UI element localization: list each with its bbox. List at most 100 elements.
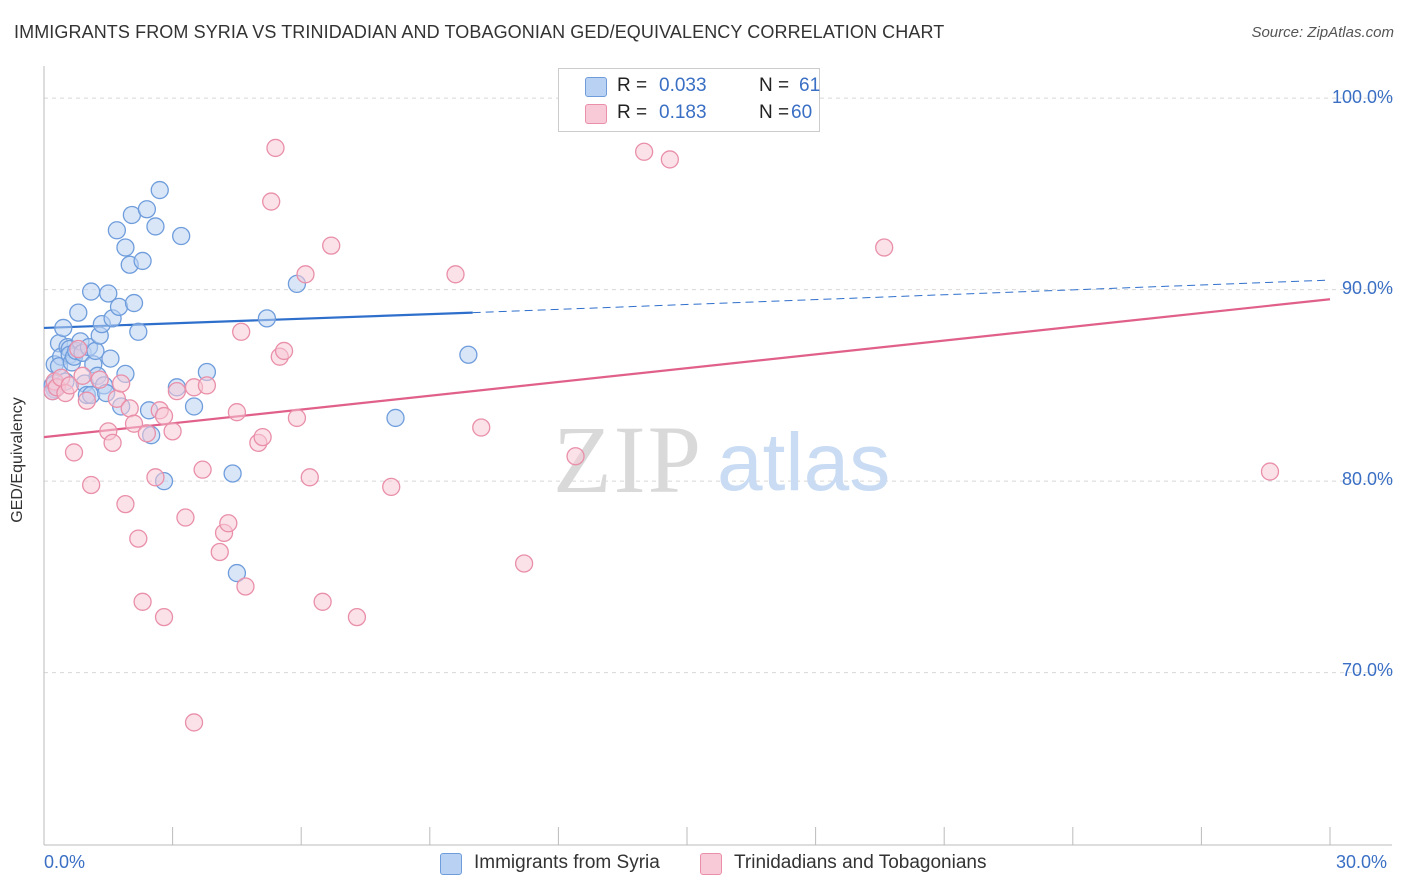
point-trinidad: [347, 607, 367, 627]
y-tick-label: 90.0%: [1341, 278, 1393, 298]
source-label: Source: ZipAtlas.com: [1251, 24, 1394, 41]
point-syria: [54, 318, 73, 338]
point-trinidad: [472, 418, 491, 437]
point-trinidad: [120, 399, 139, 418]
y-tick-label: 70.0%: [1341, 660, 1393, 680]
point-trinidad: [322, 236, 341, 255]
chart-title: IMMIGRANTS FROM SYRIA VS TRINIDADIAN AND…: [14, 22, 945, 42]
x-tick-label-max: 30.0%: [1336, 852, 1388, 872]
point-trinidad: [313, 592, 332, 611]
trend-line-trinidad: [43, 298, 1331, 439]
legend-r-value: 0.183: [659, 102, 707, 123]
legend-r-label: R =: [617, 102, 648, 123]
point-syria: [129, 322, 148, 341]
point-trinidad: [69, 339, 88, 359]
legend-n-label: N =: [759, 102, 790, 123]
point-trinidad: [73, 366, 92, 385]
point-trinidad: [660, 150, 680, 169]
stats-legend: R = 0.033 N = 61 R = 0.183 N = 60: [558, 68, 820, 132]
point-trinidad: [154, 607, 174, 627]
point-syria: [172, 226, 191, 246]
point-syria: [101, 349, 120, 368]
point-trinidad: [236, 577, 255, 596]
legend-n-value: 61: [799, 75, 821, 96]
point-trinidad: [82, 475, 101, 495]
point-trinidad: [133, 592, 152, 611]
point-syria: [82, 282, 101, 301]
point-trinidad: [167, 381, 187, 401]
point-syria: [257, 309, 277, 328]
point-trinidad: [116, 494, 135, 514]
point-syria: [184, 397, 204, 416]
x-tick-label-min: 0.0%: [44, 852, 86, 872]
point-trinidad: [124, 414, 144, 433]
point-syria: [124, 293, 144, 313]
point-trinidad: [154, 406, 174, 426]
bottom-legend-label-trinidad: Trinidadians and Tobagonians: [734, 852, 987, 873]
point-trinidad: [176, 508, 195, 527]
point-syria: [137, 200, 157, 219]
point-syria: [227, 563, 247, 583]
point-syria: [107, 221, 127, 240]
bottom-legend-swatch-syria: [440, 853, 462, 875]
point-trinidad: [163, 422, 182, 441]
y-tick-label: 100.0%: [1331, 87, 1393, 107]
point-trinidad: [382, 477, 401, 497]
point-syria: [116, 238, 135, 257]
point-syria: [150, 180, 169, 200]
point-trinidad: [300, 468, 319, 487]
point-trinidad: [274, 341, 294, 361]
point-trinidad: [90, 370, 109, 389]
point-syria: [86, 341, 105, 361]
point-trinidad: [64, 443, 84, 462]
legend-swatch-syria: [585, 77, 607, 97]
point-trinidad: [266, 138, 285, 158]
point-trinidad: [219, 514, 238, 533]
point-trinidad: [112, 374, 131, 393]
point-syria: [69, 303, 88, 322]
point-trinidad: [210, 542, 229, 562]
point-syria: [386, 408, 405, 428]
zipatlas-watermark: ZIP atlas: [553, 406, 890, 513]
point-syria: [223, 464, 242, 483]
point-trinidad: [514, 554, 534, 573]
y-tick-label: 80.0%: [1341, 469, 1393, 489]
trend-line-syria-extension: [472, 279, 1331, 314]
legend-r-label: R =: [617, 75, 648, 96]
data-points: [43, 138, 1280, 732]
point-trinidad: [253, 427, 272, 447]
legend-n-value: 60: [791, 102, 813, 123]
point-trinidad: [232, 322, 251, 341]
point-trinidad: [197, 376, 217, 395]
point-trinidad: [566, 447, 585, 466]
point-trinidad: [287, 408, 307, 428]
point-trinidad: [103, 433, 122, 453]
point-trinidad: [77, 391, 97, 410]
point-trinidad: [875, 238, 894, 257]
bottom-legend-label-syria: Immigrants from Syria: [474, 852, 660, 873]
legend-swatch-trinidad: [585, 104, 607, 124]
point-syria: [133, 251, 152, 271]
axes: [43, 66, 1392, 846]
point-syria: [99, 284, 118, 303]
y-axis-label: GED/Equivalency: [9, 397, 26, 523]
bottom-legend-swatch-trinidad: [700, 853, 722, 875]
point-trinidad: [227, 403, 247, 422]
point-trinidad: [262, 192, 281, 211]
point-trinidad: [184, 713, 204, 732]
point-trinidad: [129, 529, 148, 548]
point-trinidad: [634, 142, 654, 161]
point-syria: [459, 345, 478, 364]
point-trinidad: [60, 376, 79, 395]
point-trinidad: [193, 460, 212, 479]
watermark-atlas: atlas: [717, 417, 890, 508]
point-trinidad: [296, 265, 315, 284]
point-trinidad: [1260, 462, 1280, 481]
point-trinidad: [137, 424, 157, 443]
point-trinidad: [146, 468, 165, 487]
point-syria: [109, 297, 129, 317]
legend-n-label: N =: [759, 75, 790, 96]
point-syria: [146, 217, 165, 236]
point-trinidad: [446, 265, 465, 284]
